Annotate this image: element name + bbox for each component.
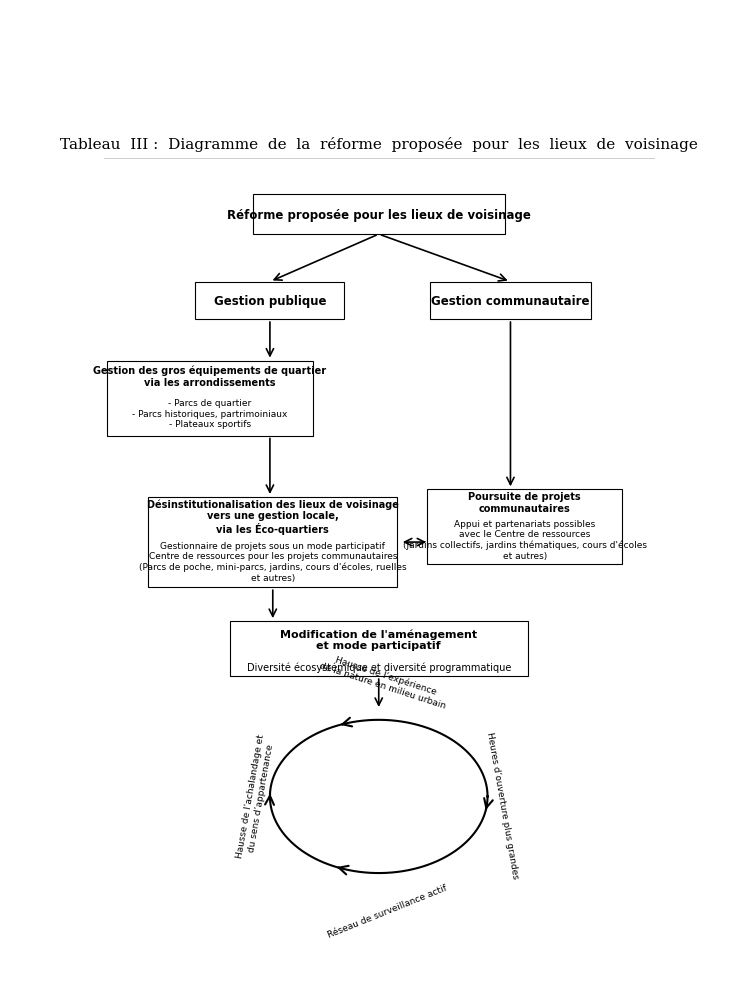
FancyBboxPatch shape <box>253 195 505 235</box>
Text: Heures d’ouverture plus grandes: Heures d’ouverture plus grandes <box>485 731 520 879</box>
FancyBboxPatch shape <box>427 490 622 565</box>
Text: Hausse de l’expérience
de la nature en milieu urbain: Hausse de l’expérience de la nature en m… <box>319 650 450 710</box>
Text: Désinstitutionalisation des lieux de voisinage
vers une gestion locale,
via les : Désinstitutionalisation des lieux de voi… <box>147 499 399 535</box>
Text: Gestion des gros équipements de quartier
via les arrondissements: Gestion des gros équipements de quartier… <box>93 365 327 388</box>
FancyBboxPatch shape <box>196 283 344 320</box>
Text: Hausse de l’achalandage et
du sens d’appartenance: Hausse de l’achalandage et du sens d’app… <box>235 734 276 860</box>
Text: Appui et partenariats possibles
avec le Centre de ressources
(Jardins collectifs: Appui et partenariats possibles avec le … <box>403 519 647 560</box>
Text: Gestion publique: Gestion publique <box>214 295 326 308</box>
FancyBboxPatch shape <box>230 621 528 677</box>
FancyBboxPatch shape <box>430 283 590 320</box>
Text: Tableau  III :  Diagramme  de  la  réforme  proposée  pour  les  lieux  de  vois: Tableau III : Diagramme de la réforme pr… <box>60 137 698 152</box>
Text: Modification de l'aménagement
et mode participatif: Modification de l'aménagement et mode pa… <box>280 628 477 651</box>
Text: Poursuite de projets
communautaires: Poursuite de projets communautaires <box>469 491 581 513</box>
Text: Réforme proposée pour les lieux de voisinage: Réforme proposée pour les lieux de voisi… <box>227 209 531 222</box>
FancyBboxPatch shape <box>106 361 313 436</box>
Text: - Parcs de quartier
- Parcs historiques, partrimoiniaux
- Plateaux sportifs: - Parcs de quartier - Parcs historiques,… <box>132 399 287 428</box>
FancyBboxPatch shape <box>149 497 398 587</box>
Text: Gestion communautaire: Gestion communautaire <box>432 295 590 308</box>
Text: Gestionnaire de projets sous un mode participatif
Centre de ressources pour les : Gestionnaire de projets sous un mode par… <box>139 542 406 582</box>
Text: Réseau de surveillance actif: Réseau de surveillance actif <box>327 883 449 938</box>
Text: Diversité écosystémique et diversité programmatique: Diversité écosystémique et diversité pro… <box>247 662 511 673</box>
